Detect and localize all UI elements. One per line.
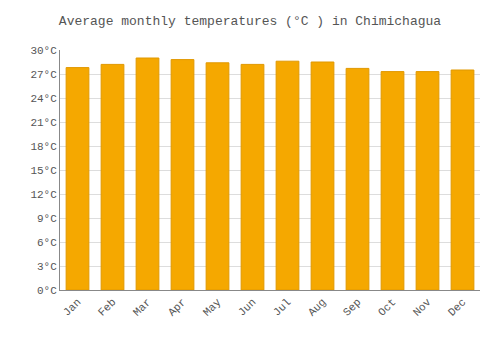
svg-text:Nov: Nov — [411, 296, 434, 319]
svg-text:12°C: 12°C — [30, 189, 57, 201]
svg-text:24°C: 24°C — [30, 93, 57, 105]
svg-text:Dec: Dec — [446, 296, 468, 318]
svg-text:27°C: 27°C — [30, 69, 57, 81]
svg-text:Apr: Apr — [166, 296, 188, 318]
svg-text:Sep: Sep — [341, 296, 363, 318]
svg-text:Jun: Jun — [236, 296, 258, 318]
svg-text:Feb: Feb — [96, 296, 118, 318]
svg-text:Jul: Jul — [271, 296, 293, 318]
svg-text:30°C: 30°C — [30, 45, 57, 57]
svg-text:Mar: Mar — [131, 296, 153, 318]
svg-text:Aug: Aug — [306, 296, 328, 318]
svg-text:0°C: 0°C — [37, 285, 57, 297]
svg-text:18°C: 18°C — [30, 141, 57, 153]
svg-text:3°C: 3°C — [37, 261, 57, 273]
svg-text:21°C: 21°C — [30, 117, 57, 129]
svg-text:Jan: Jan — [61, 296, 83, 318]
svg-text:Average monthly temperatures (: Average monthly temperatures (°C ) in Ch… — [59, 14, 441, 29]
svg-text:9°C: 9°C — [37, 213, 57, 225]
svg-text:May: May — [201, 296, 224, 319]
svg-text:Oct: Oct — [376, 296, 398, 318]
svg-text:6°C: 6°C — [37, 237, 57, 249]
svg-text:15°C: 15°C — [30, 165, 57, 177]
